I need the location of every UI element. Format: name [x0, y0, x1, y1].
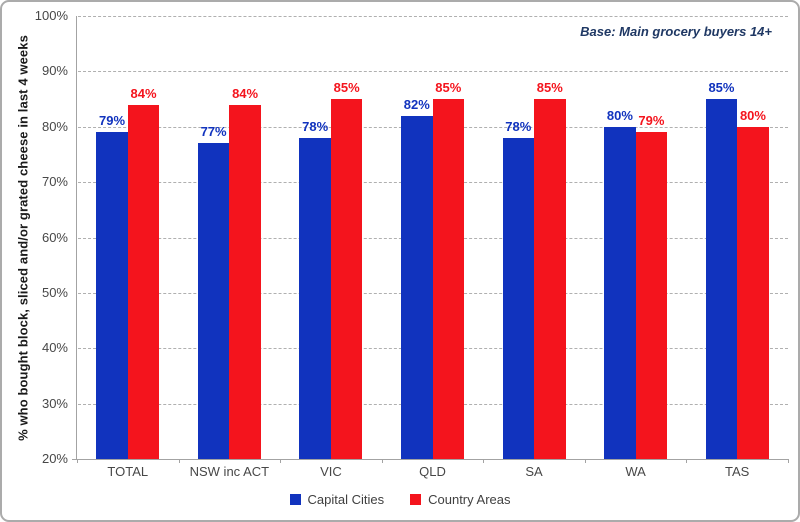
y-tick-label: 50% [41, 284, 68, 300]
bar-value-label: 80% [739, 107, 766, 123]
bar-value-label: 80% [606, 107, 633, 123]
category-label: WA [625, 464, 646, 479]
legend-swatch-country-areas [410, 494, 422, 505]
bar-value-label: 84% [232, 85, 259, 101]
bar-country-areas [229, 104, 261, 459]
bar-capital-cities [604, 126, 636, 459]
y-axis-line [76, 16, 77, 459]
legend-item: Capital Cities [289, 492, 385, 507]
x-axis-tick [381, 459, 383, 463]
category-label: TAS [725, 464, 750, 479]
x-axis-tick [483, 459, 485, 463]
bar-country-areas [737, 126, 769, 459]
bar-capital-cities [705, 99, 738, 459]
legend-label: Country Areas [428, 492, 511, 507]
bar-value-label: 85% [536, 80, 563, 96]
bar-capital-cities [299, 137, 331, 459]
bar-value-label: 84% [130, 85, 157, 101]
bar-value-label: 78% [505, 118, 532, 134]
legend-swatch-capital-cities [289, 494, 301, 505]
bar-value-label: 85% [435, 80, 462, 96]
bar-country-areas [635, 132, 668, 459]
category-label: SA [525, 464, 543, 479]
bar-capital-cities [502, 137, 535, 459]
y-tick-label: 60% [41, 229, 68, 245]
bar-capital-cities [197, 143, 230, 459]
annotation-base-note: Base: Main grocery buyers 14+ [580, 24, 772, 39]
y-tick-label: 70% [41, 174, 68, 190]
bar-value-label: 79% [638, 113, 665, 129]
bar-value-label: 78% [302, 118, 329, 134]
bar-value-label: 79% [99, 113, 126, 129]
y-tick-label: 100% [34, 8, 68, 23]
y-tick-label: 30% [41, 395, 68, 411]
legend-item: Country Areas [410, 492, 510, 507]
gridline [78, 71, 788, 73]
bar-value-label: 82% [403, 96, 430, 112]
gridline [78, 16, 788, 17]
category-label: QLD [419, 464, 446, 479]
x-axis-tick [686, 459, 688, 463]
bar-value-label: 85% [333, 80, 360, 96]
x-axis-tick [584, 459, 586, 463]
bar-capital-cities [96, 132, 128, 459]
legend: Capital Cities Country Areas [2, 492, 798, 507]
bar-value-label: 85% [708, 80, 735, 96]
y-tick-label: 40% [41, 340, 68, 356]
x-axis-tick [77, 459, 78, 463]
y-tick-label: 80% [41, 118, 68, 134]
legend-label: Capital Cities [307, 492, 385, 507]
bar-country-areas [534, 99, 566, 459]
category-label: TOTAL [107, 464, 149, 479]
category-label: NSW inc ACT [189, 464, 270, 479]
bar-capital-cities [401, 115, 433, 459]
y-tick-label: 90% [41, 63, 68, 79]
bar-country-areas [432, 99, 464, 459]
bar-value-label: 77% [200, 124, 227, 140]
x-axis-line [72, 459, 788, 460]
x-axis-tick [788, 459, 789, 463]
x-axis-tick [178, 459, 180, 463]
category-label: VIC [320, 464, 342, 479]
bar-country-areas [330, 99, 363, 459]
x-axis-tick [280, 459, 282, 463]
y-tick-label: 20% [41, 451, 68, 466]
bar-country-areas [127, 104, 160, 459]
